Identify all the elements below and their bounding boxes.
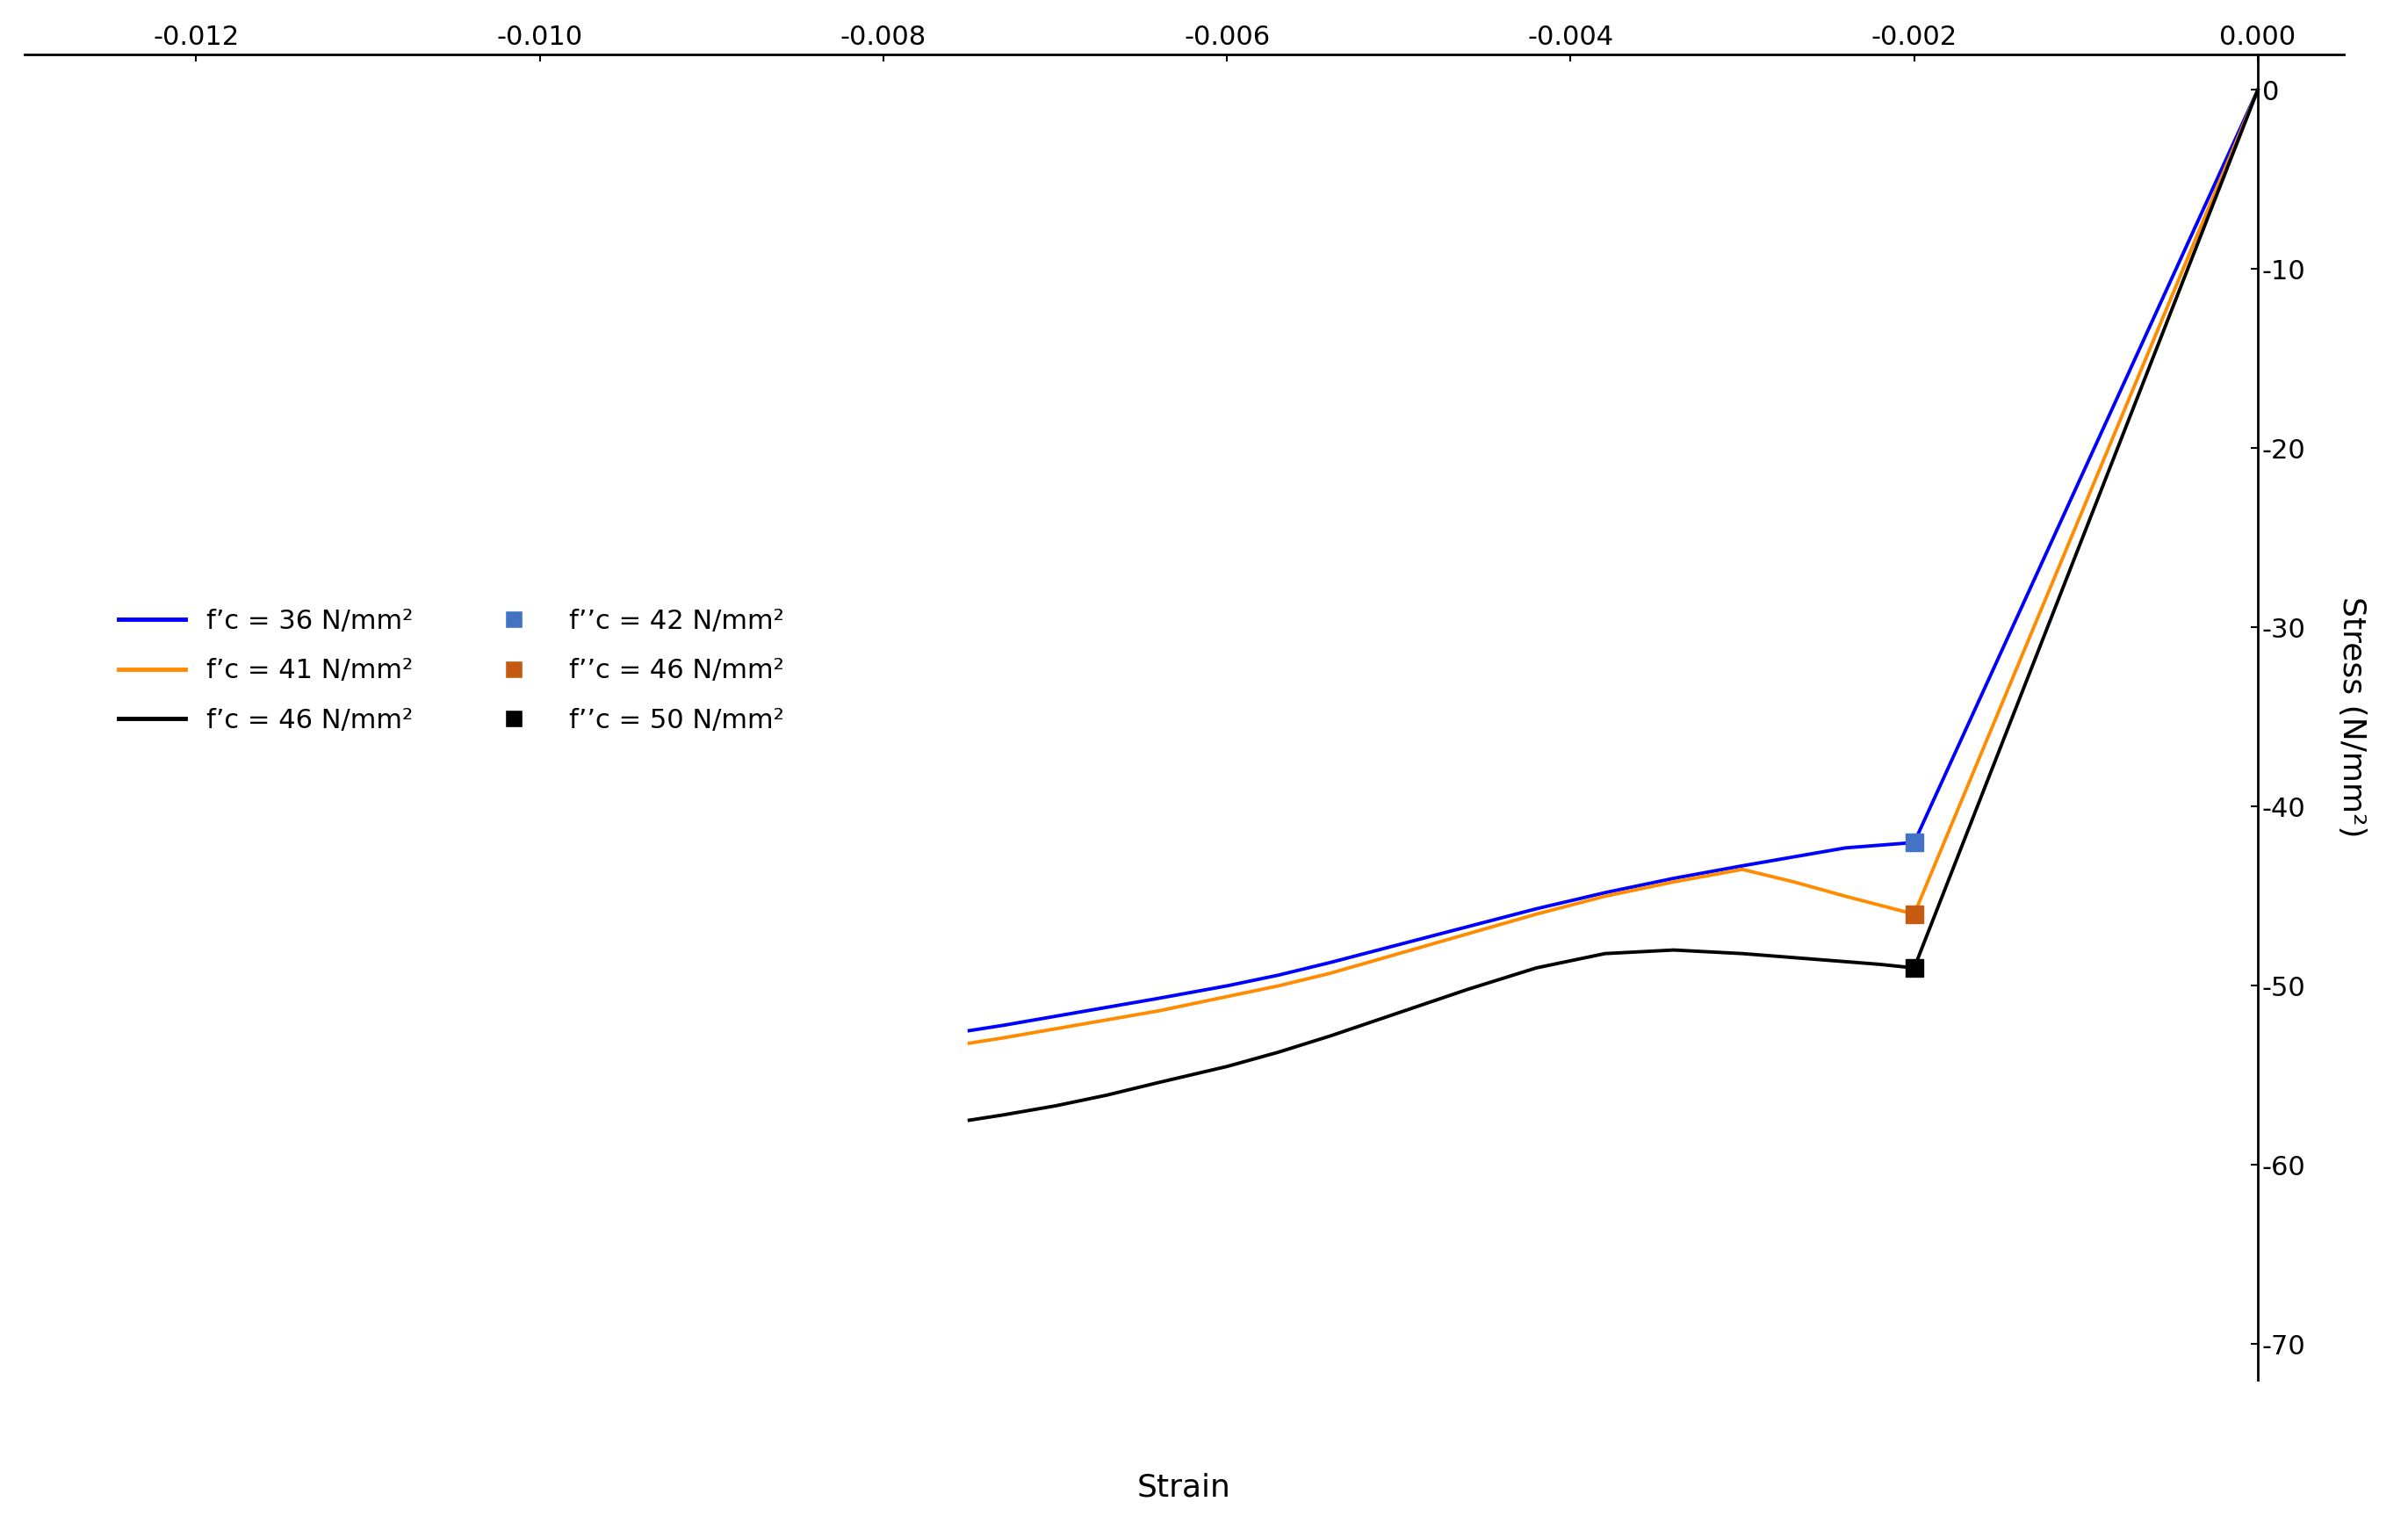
Y-axis label: Stress (N/mm²): Stress (N/mm²) (2338, 596, 2367, 838)
Text: Strain: Strain (1137, 1474, 1230, 1502)
Legend: f’c = 36 N/mm², f’c = 41 N/mm², f’c = 46 N/mm², f’’c = 42 N/mm², f’’c = 46 N/mm²: f’c = 36 N/mm², f’c = 41 N/mm², f’c = 46… (108, 597, 795, 744)
